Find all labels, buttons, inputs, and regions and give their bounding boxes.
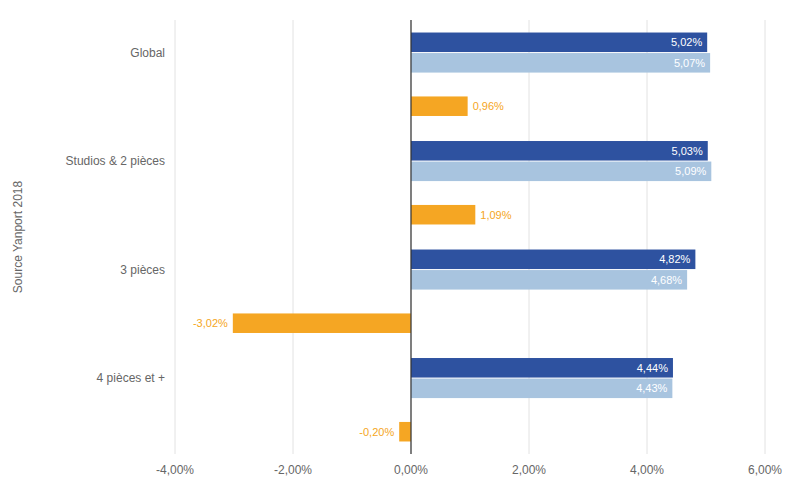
data-label: 5,09%	[675, 165, 706, 177]
category-label: 3 pièces	[120, 263, 165, 277]
bar	[411, 250, 695, 270]
grid	[175, 20, 765, 454]
y-axis: Global Studios & 2 pièces 3 pièces 4 pièces…	[66, 46, 165, 386]
zero-line	[410, 20, 411, 454]
bar	[399, 422, 411, 442]
x-tick-label: -2,00%	[274, 463, 312, 477]
category-label: Global	[130, 46, 165, 60]
data-label: 0,96%	[473, 100, 504, 112]
bar	[233, 313, 411, 333]
bar	[411, 358, 673, 378]
data-label: 5,07%	[674, 57, 705, 69]
data-label: 1,09%	[480, 209, 511, 221]
y-axis-label: Source Yanport 2018	[11, 181, 25, 294]
bar	[411, 96, 468, 116]
bar	[411, 53, 710, 73]
data-label: -0,20%	[359, 426, 394, 438]
x-tick-label: 6,00%	[748, 463, 782, 477]
data-label: 5,03%	[672, 145, 703, 157]
series	[411, 33, 708, 378]
grid-line	[175, 20, 176, 454]
bar	[411, 33, 707, 53]
bar	[411, 162, 711, 182]
series	[411, 53, 711, 398]
grid-line	[765, 20, 766, 454]
data-label: 4,82%	[659, 253, 690, 265]
data-label: 4,44%	[637, 362, 668, 374]
x-axis: -4,00% -2,00% 0,00% 2,00% 4,00% 6,00%	[156, 463, 782, 477]
x-tick-label: 0,00%	[394, 463, 428, 477]
x-tick-label: 4,00%	[630, 463, 664, 477]
series	[233, 96, 475, 441]
data-label: 4,43%	[636, 382, 667, 394]
page: {"chart_data": {"type": "bar", "orientat…	[0, 0, 800, 494]
category-label: 4 pièces et +	[97, 371, 165, 385]
x-tick-label: -4,00%	[156, 463, 194, 477]
grid-line	[293, 20, 294, 454]
category-label: Studios & 2 pièces	[66, 154, 165, 168]
chart: -4,00%-2,00%0,00%2,00%4,00%6,00%5,02%5,0…	[0, 0, 800, 494]
data-label: -3,02%	[193, 317, 228, 329]
data-label: 5,02%	[671, 36, 702, 48]
grid-line	[411, 20, 412, 454]
bar	[411, 205, 475, 225]
data-label: 4,68%	[651, 274, 682, 286]
bar	[411, 379, 672, 399]
data-labels: 5,02% 5,03% 4,82% 4,44% 5,07% 5,09% 4,68% 4,43%…	[193, 36, 707, 437]
bar	[411, 270, 687, 290]
bar	[411, 141, 708, 161]
background	[0, 0, 800, 494]
x-tick-label: 2,00%	[512, 463, 546, 477]
bars	[233, 33, 711, 442]
